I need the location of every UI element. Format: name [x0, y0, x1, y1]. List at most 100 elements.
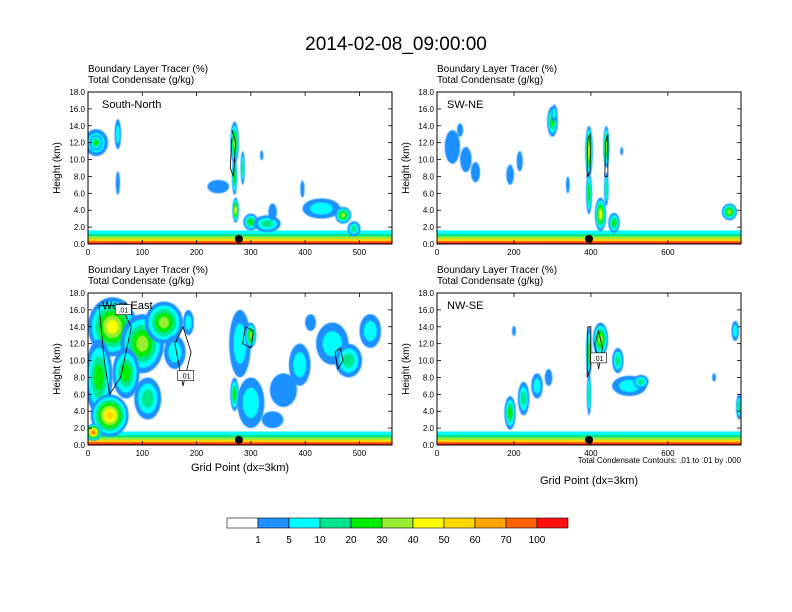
tracer-cell	[115, 125, 120, 144]
tracer-cell	[269, 373, 297, 407]
condensate-contour	[586, 326, 592, 378]
y-tick-label: 0.0	[423, 240, 435, 249]
colorbar-label: 20	[345, 535, 357, 546]
y-tick-label: 2.0	[423, 424, 435, 433]
colorbar-swatch	[536, 517, 569, 529]
center-marker	[585, 435, 593, 444]
x-tick-label: 100	[136, 449, 150, 458]
colorbar-swatch	[257, 517, 290, 529]
tracer-cell	[261, 220, 273, 228]
section-label: SW-NE	[447, 99, 483, 111]
tracer-cell	[605, 181, 608, 197]
y-tick-label: 10.0	[418, 357, 434, 366]
tracer-cell	[587, 186, 591, 201]
tracer-cell	[105, 411, 114, 420]
tracer-cell	[342, 353, 355, 368]
tracer-cell	[121, 364, 131, 382]
tracer-cell	[620, 146, 624, 156]
x-tick-label: 600	[661, 248, 675, 257]
x-tick-label: 200	[507, 248, 521, 257]
footnote: Total Condensate Contours: .01 to .01 by…	[578, 456, 742, 465]
y-tick-label: 6.0	[423, 189, 435, 198]
condensate-contour	[229, 129, 237, 177]
y-axis-label: Height (km)	[401, 343, 412, 395]
colorbar-swatch	[474, 517, 507, 529]
tracer-cell	[612, 219, 616, 227]
contour-label: .01	[181, 374, 191, 381]
y-tick-label: 12.0	[69, 139, 85, 148]
tracer-cell	[168, 341, 182, 363]
panel-nw-se: Boundary Layer Tracer (%) Total Condensa…	[401, 265, 742, 487]
x-tick-label: 200	[190, 449, 204, 458]
y-tick-label: 8.0	[423, 172, 435, 181]
y-tick-label: 10.0	[69, 357, 85, 366]
colorbar-label: 40	[407, 535, 419, 546]
tracer-cell	[460, 146, 472, 173]
center-marker	[234, 234, 243, 243]
y-tick-label: 14.0	[69, 323, 85, 332]
tracer-cell	[233, 388, 237, 400]
x-tick-label: 500	[353, 248, 367, 257]
y-tick-label: 0.0	[423, 441, 435, 450]
x-axis-label: Grid Point (dx=3km)	[540, 475, 638, 487]
colorbar-swatch	[412, 517, 445, 529]
plot-area	[437, 104, 741, 244]
y-tick-label: 12.0	[418, 340, 434, 349]
colorbar-label: 5	[286, 535, 292, 546]
figure-title: 2014-02-08_09:00:00	[305, 34, 487, 55]
contour-label-box	[590, 352, 607, 364]
tracer-cell	[732, 324, 738, 338]
tracer-cell	[533, 378, 541, 394]
tracer-cell	[565, 176, 570, 194]
tracer-cell	[158, 316, 170, 329]
y-axis-label: Height (km)	[52, 142, 63, 194]
y-tick-label: 10.0	[69, 156, 85, 165]
condensate-contour	[242, 326, 255, 349]
y-tick-label: 4.0	[74, 206, 86, 215]
tracer-cell	[727, 209, 732, 215]
x-tick-label: 0	[86, 449, 91, 458]
tracer-cell	[249, 331, 253, 339]
y-axis-label: Height (km)	[401, 142, 412, 194]
y-tick-label: 6.0	[74, 390, 86, 399]
x-tick-label: 300	[244, 449, 258, 458]
tracer-cell	[637, 378, 645, 385]
panel-south-north: Boundary Layer Tracer (%) Total Condensa…	[52, 64, 393, 257]
y-tick-label: 16.0	[69, 306, 85, 315]
colorbar-label: 1	[255, 535, 261, 546]
panel-sw-ne: Boundary Layer Tracer (%) Total Condensa…	[401, 64, 742, 257]
center-marker	[585, 234, 593, 243]
boundary-layer-band	[88, 242, 392, 244]
x-tick-label: 300	[244, 248, 258, 257]
tracer-cell	[141, 389, 154, 408]
y-tick-label: 8.0	[423, 373, 435, 382]
tracer-cell	[305, 314, 317, 331]
plot-frame	[87, 91, 393, 245]
colorbar-swatch	[505, 517, 538, 529]
plot-frame	[87, 292, 393, 446]
tracer-cell	[260, 150, 264, 161]
y-tick-label: 14.0	[418, 122, 434, 131]
colorbar-label: 70	[500, 535, 512, 546]
tracer-cell	[444, 130, 461, 164]
colorbar-swatch	[226, 517, 259, 529]
colorbar-swatch	[288, 517, 321, 529]
tracer-cell	[248, 219, 254, 225]
contour-label-box	[177, 370, 195, 381]
colorbar-label: 60	[469, 535, 481, 546]
tracer-cell	[470, 162, 481, 183]
boundary-layer-band	[437, 443, 741, 445]
x-tick-label: 400	[584, 248, 598, 257]
y-tick-label: 16.0	[418, 105, 434, 114]
x-tick-label: 0	[435, 248, 440, 257]
tracer-cell	[599, 210, 602, 219]
y-tick-label: 4.0	[423, 206, 435, 215]
panel-title-line2: Total Condensate (g/kg)	[437, 276, 543, 287]
colorbar-label: 30	[376, 535, 388, 546]
tracer-cell	[363, 320, 377, 342]
center-marker	[234, 435, 243, 444]
colorbar-swatch	[319, 517, 352, 529]
contour-label: .01	[118, 308, 128, 315]
plot-area	[88, 119, 392, 244]
y-tick-label: 4.0	[74, 407, 86, 416]
